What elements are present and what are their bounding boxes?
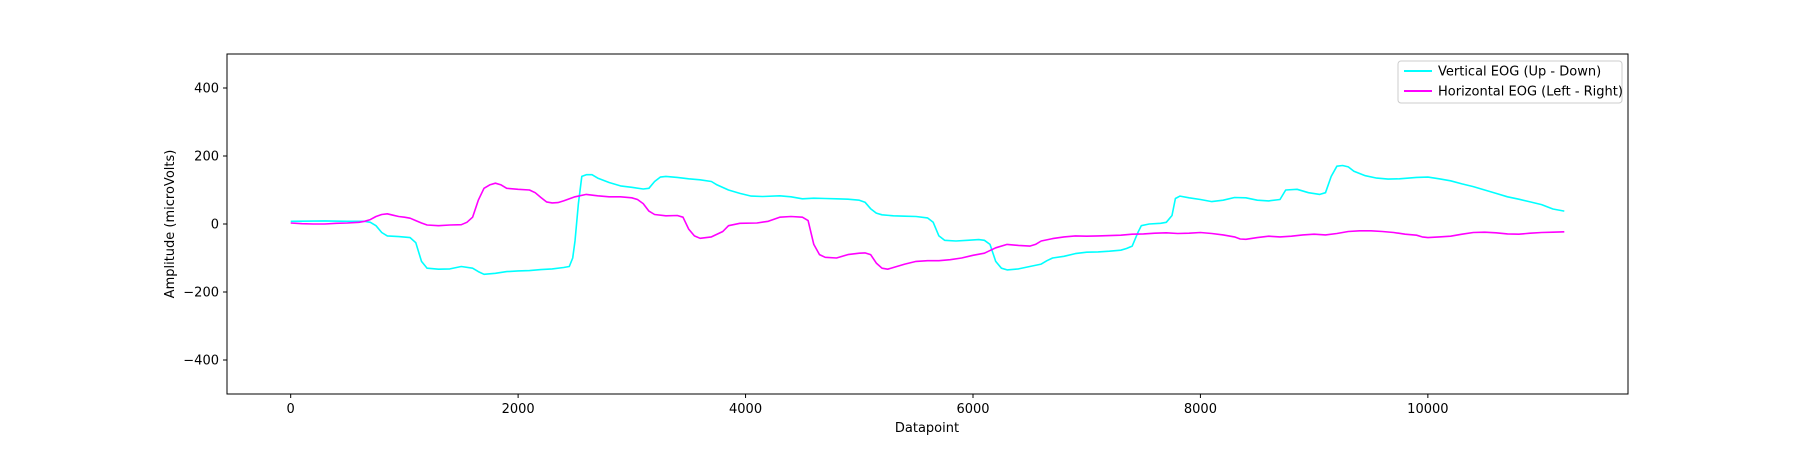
x-axis-ticks: 0 2000 4000 6000 8000 10000 [287,394,1449,417]
y-tick-label: 200 [194,150,219,165]
x-tick-label: 6000 [956,402,989,417]
x-tick-label: 8000 [1184,402,1217,417]
series-line-vertical-eog [290,164,1565,276]
x-tick-label: 0 [287,402,295,417]
plot-area-frame [226,53,1629,395]
y-axis-label: Amplitude (microVolts) [163,150,178,299]
series-line-horizontal-eog [290,182,1565,271]
legend-label-vertical-eog: Vertical EOG (Up - Down) [1438,65,1601,80]
y-tick-label: −200 [183,286,219,301]
y-tick-label: 400 [194,82,219,97]
legend: Vertical EOG (Up - Down) Horizontal EOG … [1397,60,1623,104]
series-layer [290,164,1565,276]
x-tick-label: 10000 [1407,402,1448,417]
y-axis-ticks: −400 −200 0 200 400 [183,82,227,369]
x-tick-label: 4000 [729,402,762,417]
x-tick-label: 2000 [502,402,535,417]
legend-label-horizontal-eog: Horizontal EOG (Left - Right) [1438,85,1623,100]
x-axis-label: Datapoint [895,421,959,436]
y-tick-label: −400 [183,354,219,369]
y-tick-label: 0 [211,218,219,233]
legend-box [1397,60,1623,104]
